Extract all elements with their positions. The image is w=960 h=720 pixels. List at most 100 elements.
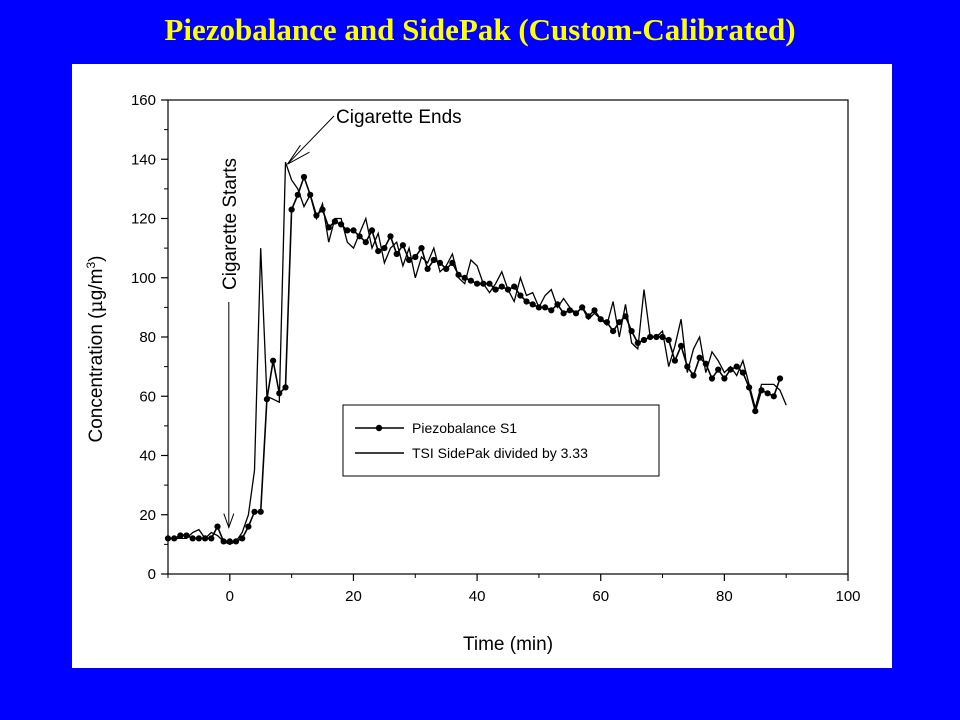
x-tick-label: 0 [226,588,234,605]
piezobalance-point [597,316,604,323]
legend-box [342,404,660,477]
piezobalance-point [548,307,555,314]
cigarette-starts-arrowhead [223,513,235,530]
y-tick-label: 0 [148,566,156,583]
piezobalance-point [362,239,369,246]
piezobalance-point [474,280,481,287]
piezobalance-point [696,354,703,361]
piezobalance-point [183,532,190,539]
piezobalance-point [492,286,499,293]
piezobalance-point [628,328,635,335]
piezobalance-point [313,212,320,219]
piezobalance-point [276,390,283,397]
y-axis-title-prefix: Concentration ( [86,312,107,443]
piezobalance-point [387,233,394,240]
piezobalance-point [647,333,654,341]
piezobalance-point [325,224,332,231]
piezobalance-point [455,271,462,278]
piezobalance-point [739,369,747,376]
piezobalance-point [430,256,437,264]
y-axis-title-mu: μ [85,300,107,312]
chart: 0 20 40 60 80 100 0 20 40 60 80 100 120 140 160 Cigare… [84,92,861,655]
piezobalance-point [226,538,233,545]
series [164,161,787,546]
y-tick-label: 160 [131,92,156,109]
piezobalance-point [257,508,264,515]
piezobalance-point [480,280,487,287]
piezobalance-point [523,298,530,305]
y-axis-title: Concentration (μg/m3) [84,256,107,443]
x-tick-label: 100 [835,588,860,605]
piezobalance-point [412,253,419,261]
piezobalance-point [727,366,734,373]
piezobalance-point [554,301,561,308]
plot-frame [167,99,849,575]
piezobalance-point [498,283,505,290]
piezobalance-point [752,408,759,415]
legend-label-sidepak: TSI SidePak divided by 3.33 [412,445,588,461]
piezobalance-point [665,336,672,344]
piezobalance-point [467,277,474,284]
piezobalance-point [171,535,178,542]
piezobalance-point [560,310,567,317]
piezobalance-point [344,227,351,234]
piezobalance-point [208,535,215,542]
piezobalance-point [263,396,270,403]
piezobalance-point [690,372,697,379]
tick-labels: 0 20 40 60 80 100 0 20 40 60 80 100 120 140 160 [131,92,861,605]
cigarette-ends-label: Cigarette Ends [336,107,462,128]
piezobalance-point [733,363,740,370]
axes [161,99,849,581]
x-axis-title: Time (min) [463,634,553,655]
piezobalance-point [443,265,450,272]
piezobalance-point [746,384,753,391]
y-tick-label: 140 [131,151,156,168]
piezobalance-point [214,523,221,530]
y-tick-label: 40 [139,448,156,465]
piezobalance-point [270,357,277,364]
y-axis-title-unit: g/m [86,269,107,301]
piezobalance-point [535,304,542,311]
legend-label-piezobalance: Piezobalance S1 [412,420,517,436]
piezobalance-point [164,535,172,542]
y-axis-title-suffix: ) [86,256,107,262]
piezobalance-point [449,259,456,266]
piezobalance-point [288,206,295,213]
piezobalance-point [202,535,209,542]
piezobalance-point [511,283,518,290]
cigarette-ends-arrowhead [287,144,310,165]
piezobalance-point [424,265,431,272]
piezobalance-point [338,221,345,228]
piezobalance-point [232,538,240,545]
piezobalance-point [300,173,308,181]
piezobalance-point [381,245,388,252]
piezobalance-point [375,248,382,255]
legend-marker-piezobalance [375,424,383,432]
series-sidepak-line [168,161,787,546]
piezobalance-point [572,310,580,317]
piezobalance-point [294,191,301,198]
slide-title: Piezobalance and SidePak (Custom-Calibra… [164,12,796,47]
x-tick-label: 80 [716,588,733,605]
piezobalance-point [585,313,592,320]
piezobalance-point [591,307,598,314]
piezobalance-point [579,304,586,311]
x-tick-label: 20 [345,588,362,605]
piezobalance-point [678,342,685,349]
piezobalance-point [566,307,573,314]
piezobalance-point [708,375,716,382]
piezobalance-point [331,218,338,225]
piezobalance-point [684,363,691,370]
piezobalance-point [758,387,765,394]
piezobalance-point [406,256,413,264]
piezobalance-point [282,384,289,391]
piezobalance-point [721,375,728,382]
piezobalance-point [461,274,468,281]
piezobalance-point [307,191,314,198]
x-tick-label: 40 [469,588,486,605]
piezobalance-point [486,280,493,287]
y-tick-label: 120 [131,211,156,228]
piezobalance-point [542,304,549,311]
legend: Piezobalance S1 TSI SidePak divided by 3… [342,404,660,477]
piezobalance-point [702,360,709,367]
